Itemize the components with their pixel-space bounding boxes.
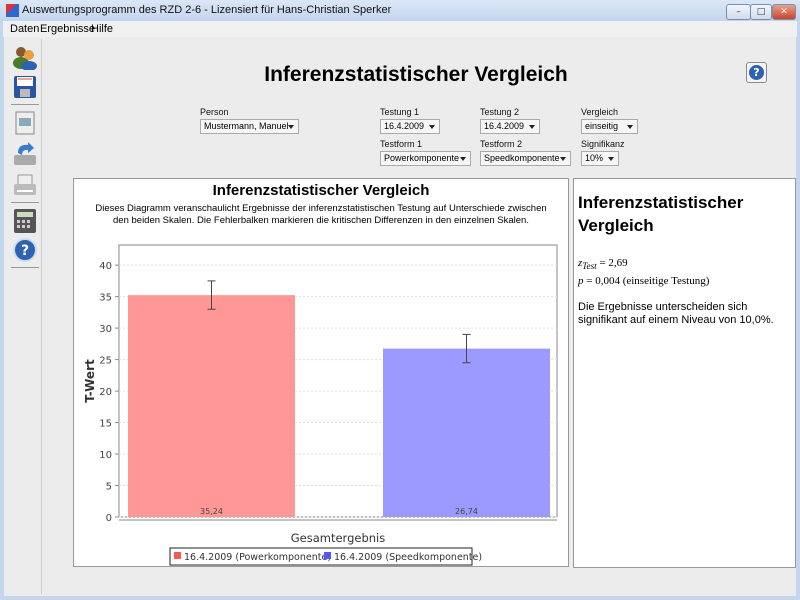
- chevron-down-icon: [627, 125, 633, 129]
- vergleich-select[interactable]: einseitig: [581, 119, 638, 134]
- close-button[interactable]: ✕: [772, 4, 796, 20]
- save-icon[interactable]: [12, 74, 38, 100]
- vergleich-value: einseitig: [585, 121, 619, 131]
- menu-bar: Daten Ergebnisse Hilfe: [0, 21, 800, 37]
- info-title: Inferenzstatistischer Vergleich: [578, 193, 744, 235]
- chevron-down-icon: [288, 125, 294, 129]
- z-value: = 2,69: [599, 257, 628, 269]
- y-tick-label: 0: [106, 513, 112, 524]
- toolbar: ?: [8, 39, 42, 594]
- persons-icon[interactable]: [12, 44, 38, 71]
- menu-daten[interactable]: Daten: [10, 23, 40, 35]
- bar-value-label: 26,74: [455, 507, 478, 516]
- testform2-select[interactable]: Speedkomponente: [480, 151, 571, 166]
- chart-subtitle: Dieses Diagramm veranschaulicht Ergebnis…: [95, 203, 547, 226]
- p-value: = 0,004 (einseitige Testung): [586, 275, 710, 287]
- z-statistic: zTest = 2,69: [578, 257, 628, 271]
- app-icon: [6, 4, 19, 17]
- bar-2: [383, 348, 550, 517]
- calculator-icon[interactable]: [12, 208, 38, 234]
- chevron-down-icon: [529, 125, 535, 129]
- y-tick-label: 40: [99, 261, 112, 272]
- chevron-down-icon: [429, 125, 435, 129]
- menu-ergebnisse[interactable]: Ergebnisse: [40, 23, 96, 35]
- testform2-value: Speedkomponente: [484, 153, 560, 163]
- bar-chart: 0 5 10 15 20 25 30 35 40 35,24 26,74 Gesamtergebnis…: [83, 244, 558, 566]
- testung2-value: 16.4.2009: [484, 121, 525, 131]
- legend-entry: 16.4.2009 (Speedkomponente): [334, 552, 482, 563]
- testform2-label: Testform 2: [480, 139, 523, 149]
- y-tick-label: 15: [99, 419, 112, 430]
- chart-panel: Inferenzstatistischer Vergleich Dieses D…: [73, 178, 569, 567]
- person-select[interactable]: Mustermann, Manuel: [200, 119, 299, 134]
- report-icon[interactable]: [12, 110, 38, 136]
- y-tick-label: 10: [99, 450, 112, 461]
- legend-swatch: [324, 552, 331, 559]
- y-tick-label: 20: [99, 387, 112, 398]
- menu-hilfe[interactable]: Hilfe: [91, 23, 114, 35]
- bar-value-label: 35,24: [200, 507, 223, 516]
- signifikanz-select[interactable]: 10%: [581, 151, 619, 166]
- testung2-select[interactable]: 16.4.2009: [480, 119, 540, 134]
- window-title: Auswertungsprogramm des RZD 2-6 - Lizens…: [22, 4, 392, 16]
- chevron-down-icon: [608, 157, 614, 161]
- info-panel: Inferenzstatistischer Vergleich zTest = …: [573, 178, 796, 568]
- chevron-down-icon: [560, 157, 566, 161]
- testform1-value: Powerkomponente: [384, 153, 460, 163]
- help-icon: ?: [749, 65, 764, 80]
- x-axis-label: Gesamtergebnis: [291, 531, 386, 545]
- print-icon[interactable]: [12, 172, 38, 198]
- testform1-select[interactable]: Powerkomponente: [380, 151, 471, 166]
- legend: [169, 547, 473, 566]
- testform1-label: Testform 1: [380, 139, 423, 149]
- p-statistic: p = 0,004 (einseitige Testung): [578, 275, 709, 287]
- svg-text:?: ?: [21, 243, 29, 259]
- person-value: Mustermann, Manuel: [204, 121, 289, 131]
- y-tick-label: 35: [99, 293, 112, 304]
- p-label: p: [578, 275, 584, 287]
- person-label: Person: [200, 107, 229, 117]
- testung2-label: Testung 2: [480, 107, 520, 117]
- help-button[interactable]: ?: [746, 62, 767, 83]
- main-panel: Inferenzstatistischer Vergleich ? Person…: [46, 37, 796, 596]
- signifikanz-value: 10%: [585, 153, 604, 163]
- maximize-button[interactable]: □: [750, 4, 772, 20]
- title-bar: Auswertungsprogramm des RZD 2-6 - Lizens…: [0, 0, 800, 21]
- y-tick-label: 5: [106, 482, 112, 493]
- legend-swatch: [174, 552, 181, 559]
- info-result-text: Die Ergebnisse unterscheiden sich signif…: [578, 301, 774, 326]
- z-label: z: [578, 257, 583, 269]
- legend-entry: 16.4.2009 (Powerkomponente): [184, 552, 331, 563]
- testung1-label: Testung 1: [380, 107, 420, 117]
- signifikanz-label: Signifikanz: [581, 139, 625, 149]
- testung1-value: 16.4.2009: [384, 121, 425, 131]
- client-area: ? Inferenzstatistischer Vergleich ? Pers…: [4, 37, 796, 596]
- vergleich-label: Vergleich: [581, 107, 619, 117]
- y-tick-label: 30: [99, 324, 112, 335]
- help-icon[interactable]: ?: [12, 237, 38, 263]
- z-sub: Test: [582, 261, 597, 272]
- y-axis-label: T-Wert: [83, 359, 97, 403]
- import-icon[interactable]: [12, 141, 38, 167]
- chart-title: Inferenzstatistischer Vergleich: [212, 182, 430, 199]
- minimize-button[interactable]: –: [726, 4, 751, 20]
- bar-1: [128, 295, 295, 517]
- chevron-down-icon: [460, 157, 466, 161]
- testung1-select[interactable]: 16.4.2009: [380, 119, 440, 134]
- page-title: Inferenzstatistischer Vergleich: [264, 63, 568, 86]
- y-tick-label: 25: [99, 356, 112, 367]
